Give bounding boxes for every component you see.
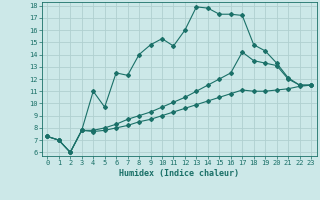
X-axis label: Humidex (Indice chaleur): Humidex (Indice chaleur) [119,169,239,178]
